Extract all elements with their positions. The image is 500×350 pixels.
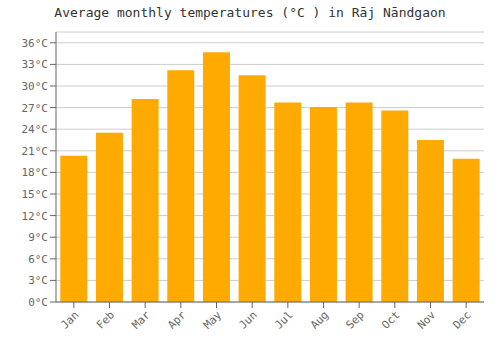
svg-text:Apr: Apr (165, 308, 189, 332)
html-text:Average monthly temperatures (: Average monthly temperatures (°C ) in Rā… (54, 5, 446, 20)
svg-text:18°C: 18°C (22, 166, 49, 179)
svg-text:27°C: 27°C (22, 102, 49, 115)
svg-text:33°C: 33°C (22, 58, 49, 71)
svg-text:15°C: 15°C (22, 188, 49, 201)
svg-text:Feb: Feb (94, 308, 117, 331)
svg-text:12°C: 12°C (22, 210, 49, 223)
svg-text:0°C: 0°C (28, 296, 48, 309)
svg-text:Dec: Dec (451, 308, 474, 331)
svg-text:Sep: Sep (344, 308, 367, 331)
svg-text:3°C: 3°C (28, 274, 48, 287)
svg-text:Aug: Aug (308, 308, 331, 331)
svg-text:30°C: 30°C (22, 80, 49, 93)
svg-text:Nov: Nov (415, 308, 439, 332)
svg-text:24°C: 24°C (22, 123, 49, 136)
svg-text:21°C: 21°C (22, 145, 49, 158)
svg-text:6°C: 6°C (28, 253, 48, 266)
svg-text:Jul: Jul (272, 308, 295, 331)
svg-text:Jan: Jan (58, 308, 81, 331)
svg-text:Oct: Oct (379, 308, 402, 331)
svg-text:May: May (201, 308, 225, 332)
svg-text:Jun: Jun (237, 308, 260, 331)
svg-text:Mar: Mar (130, 308, 154, 332)
svg-text:9°C: 9°C (28, 231, 48, 244)
svg-text:36°C: 36°C (22, 37, 49, 50)
